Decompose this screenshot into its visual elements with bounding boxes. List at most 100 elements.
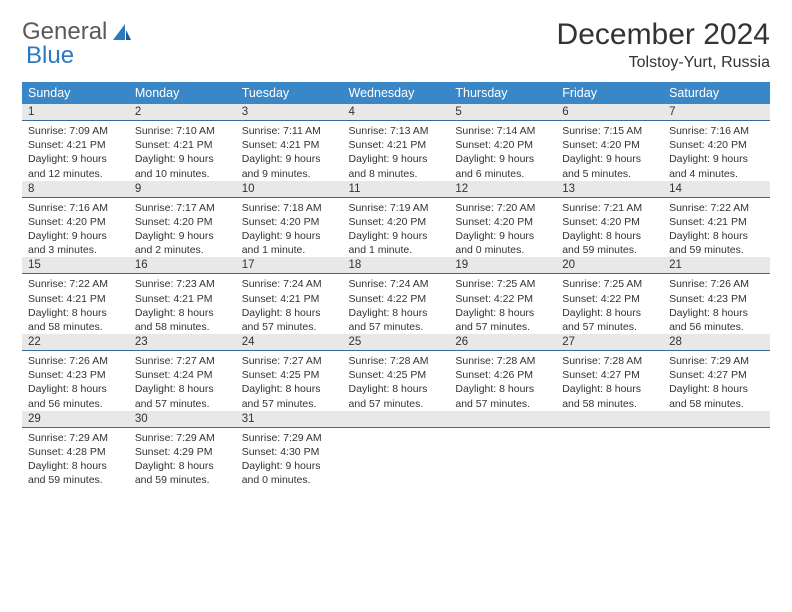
sunrise-text: Sunrise: 7:22 AM xyxy=(28,277,123,291)
sunset-text: Sunset: 4:21 PM xyxy=(669,215,764,229)
daylight-line1: Daylight: 8 hours xyxy=(242,382,337,396)
daylight-line2: and 4 minutes. xyxy=(669,167,764,181)
day-number: 13 xyxy=(556,181,663,198)
day-info xyxy=(556,428,663,476)
day-cell: 25Sunrise: 7:28 AMSunset: 4:25 PMDayligh… xyxy=(343,334,450,411)
daylight-line1: Daylight: 9 hours xyxy=(28,229,123,243)
day-number: 6 xyxy=(556,104,663,121)
day-number xyxy=(663,411,770,428)
sunset-text: Sunset: 4:20 PM xyxy=(562,215,657,229)
daylight-line1: Daylight: 8 hours xyxy=(455,382,550,396)
day-cell: 27Sunrise: 7:28 AMSunset: 4:27 PMDayligh… xyxy=(556,334,663,411)
day-cell xyxy=(556,411,663,488)
day-info: Sunrise: 7:20 AMSunset: 4:20 PMDaylight:… xyxy=(449,198,556,258)
day-number: 2 xyxy=(129,104,236,121)
daylight-line2: and 57 minutes. xyxy=(455,397,550,411)
week-row: 1Sunrise: 7:09 AMSunset: 4:21 PMDaylight… xyxy=(22,104,770,181)
daylight-line2: and 3 minutes. xyxy=(28,243,123,257)
day-number: 4 xyxy=(343,104,450,121)
day-cell: 17Sunrise: 7:24 AMSunset: 4:21 PMDayligh… xyxy=(236,257,343,334)
daylight-line2: and 58 minutes. xyxy=(562,397,657,411)
day-number: 22 xyxy=(22,334,129,351)
daylight-line1: Daylight: 8 hours xyxy=(669,382,764,396)
day-number: 21 xyxy=(663,257,770,274)
daylight-line1: Daylight: 8 hours xyxy=(135,459,230,473)
day-info: Sunrise: 7:23 AMSunset: 4:21 PMDaylight:… xyxy=(129,274,236,334)
sunrise-text: Sunrise: 7:26 AM xyxy=(669,277,764,291)
day-number: 30 xyxy=(129,411,236,428)
daylight-line1: Daylight: 8 hours xyxy=(562,382,657,396)
day-cell xyxy=(663,411,770,488)
day-number: 14 xyxy=(663,181,770,198)
daylight-line2: and 57 minutes. xyxy=(242,397,337,411)
sunset-text: Sunset: 4:21 PM xyxy=(349,138,444,152)
day-cell: 28Sunrise: 7:29 AMSunset: 4:27 PMDayligh… xyxy=(663,334,770,411)
daylight-line1: Daylight: 9 hours xyxy=(455,152,550,166)
day-info: Sunrise: 7:22 AMSunset: 4:21 PMDaylight:… xyxy=(663,198,770,258)
day-cell: 24Sunrise: 7:27 AMSunset: 4:25 PMDayligh… xyxy=(236,334,343,411)
day-info: Sunrise: 7:17 AMSunset: 4:20 PMDaylight:… xyxy=(129,198,236,258)
day-info: Sunrise: 7:28 AMSunset: 4:27 PMDaylight:… xyxy=(556,351,663,411)
sunset-text: Sunset: 4:24 PM xyxy=(135,368,230,382)
sunset-text: Sunset: 4:21 PM xyxy=(135,138,230,152)
day-header-tue: Tuesday xyxy=(236,82,343,104)
sunrise-text: Sunrise: 7:16 AM xyxy=(28,201,123,215)
daylight-line2: and 59 minutes. xyxy=(669,243,764,257)
day-number: 1 xyxy=(22,104,129,121)
day-info: Sunrise: 7:27 AMSunset: 4:25 PMDaylight:… xyxy=(236,351,343,411)
day-number: 11 xyxy=(343,181,450,198)
sunset-text: Sunset: 4:20 PM xyxy=(349,215,444,229)
day-cell: 21Sunrise: 7:26 AMSunset: 4:23 PMDayligh… xyxy=(663,257,770,334)
day-cell: 7Sunrise: 7:16 AMSunset: 4:20 PMDaylight… xyxy=(663,104,770,181)
day-info: Sunrise: 7:28 AMSunset: 4:26 PMDaylight:… xyxy=(449,351,556,411)
daylight-line1: Daylight: 8 hours xyxy=(135,382,230,396)
daylight-line1: Daylight: 9 hours xyxy=(28,152,123,166)
day-cell xyxy=(449,411,556,488)
day-number: 8 xyxy=(22,181,129,198)
header: General December 2024 Tolstoy-Yurt, Russ… xyxy=(22,18,770,72)
sunset-text: Sunset: 4:20 PM xyxy=(669,138,764,152)
daylight-line1: Daylight: 8 hours xyxy=(28,459,123,473)
daylight-line1: Daylight: 8 hours xyxy=(28,306,123,320)
sunset-text: Sunset: 4:21 PM xyxy=(28,292,123,306)
sunset-text: Sunset: 4:23 PM xyxy=(28,368,123,382)
day-info: Sunrise: 7:29 AMSunset: 4:27 PMDaylight:… xyxy=(663,351,770,411)
daylight-line2: and 9 minutes. xyxy=(242,167,337,181)
day-number: 31 xyxy=(236,411,343,428)
daylight-line1: Daylight: 8 hours xyxy=(669,306,764,320)
sunset-text: Sunset: 4:21 PM xyxy=(242,292,337,306)
week-row: 22Sunrise: 7:26 AMSunset: 4:23 PMDayligh… xyxy=(22,334,770,411)
day-cell: 20Sunrise: 7:25 AMSunset: 4:22 PMDayligh… xyxy=(556,257,663,334)
daylight-line1: Daylight: 8 hours xyxy=(349,306,444,320)
sunrise-text: Sunrise: 7:29 AM xyxy=(28,431,123,445)
location: Tolstoy-Yurt, Russia xyxy=(557,54,770,72)
sunrise-text: Sunrise: 7:13 AM xyxy=(349,124,444,138)
day-info: Sunrise: 7:26 AMSunset: 4:23 PMDaylight:… xyxy=(22,351,129,411)
sunset-text: Sunset: 4:30 PM xyxy=(242,445,337,459)
sunrise-text: Sunrise: 7:14 AM xyxy=(455,124,550,138)
sunset-text: Sunset: 4:22 PM xyxy=(349,292,444,306)
daylight-line1: Daylight: 8 hours xyxy=(562,229,657,243)
day-cell xyxy=(343,411,450,488)
day-info xyxy=(343,428,450,476)
daylight-line2: and 6 minutes. xyxy=(455,167,550,181)
daylight-line1: Daylight: 8 hours xyxy=(28,382,123,396)
day-cell: 4Sunrise: 7:13 AMSunset: 4:21 PMDaylight… xyxy=(343,104,450,181)
sunrise-text: Sunrise: 7:24 AM xyxy=(349,277,444,291)
daylight-line1: Daylight: 8 hours xyxy=(135,306,230,320)
day-number: 9 xyxy=(129,181,236,198)
day-header-mon: Monday xyxy=(129,82,236,104)
day-number: 29 xyxy=(22,411,129,428)
sunrise-text: Sunrise: 7:29 AM xyxy=(135,431,230,445)
daylight-line2: and 57 minutes. xyxy=(135,397,230,411)
day-info: Sunrise: 7:21 AMSunset: 4:20 PMDaylight:… xyxy=(556,198,663,258)
sunrise-text: Sunrise: 7:21 AM xyxy=(562,201,657,215)
daylight-line2: and 12 minutes. xyxy=(28,167,123,181)
daylight-line2: and 57 minutes. xyxy=(349,397,444,411)
sunrise-text: Sunrise: 7:27 AM xyxy=(135,354,230,368)
sunrise-text: Sunrise: 7:29 AM xyxy=(669,354,764,368)
daylight-line2: and 0 minutes. xyxy=(455,243,550,257)
day-number xyxy=(343,411,450,428)
sunset-text: Sunset: 4:20 PM xyxy=(455,138,550,152)
day-info: Sunrise: 7:25 AMSunset: 4:22 PMDaylight:… xyxy=(556,274,663,334)
